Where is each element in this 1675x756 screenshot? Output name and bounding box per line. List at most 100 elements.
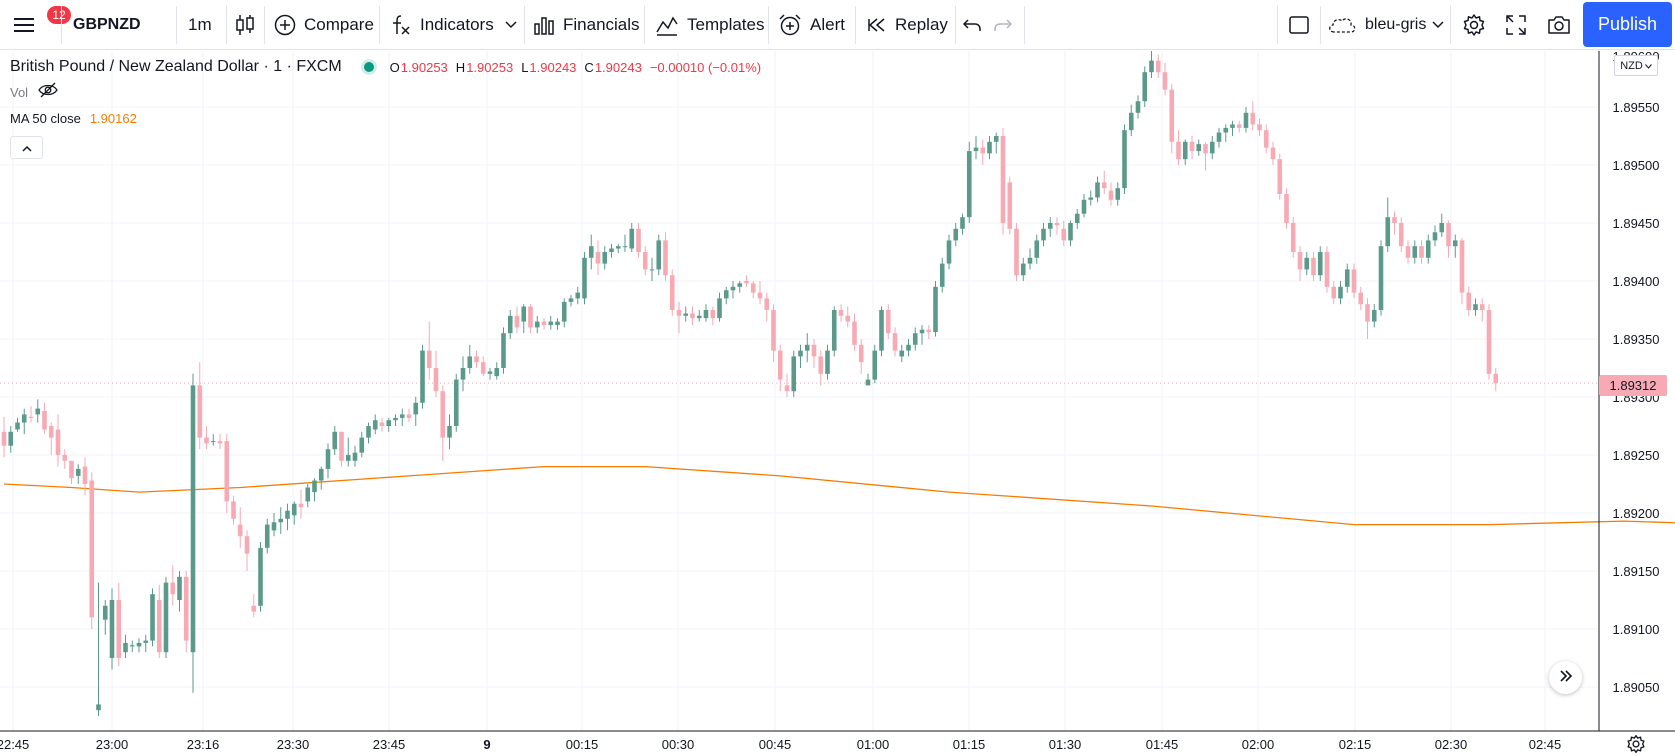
- candle: [35, 399, 41, 423]
- candle: [669, 269, 675, 316]
- layout-name: bleu-gris: [1365, 16, 1427, 33]
- time-scale[interactable]: 22:45 23:00 23:16 23:30 23:45 9 00:15 00:30 00:4…: [0, 737, 1561, 752]
- indicators-dropdown-button[interactable]: [505, 0, 517, 50]
- financials-button[interactable]: Financials: [533, 0, 640, 50]
- candle: [102, 600, 108, 635]
- time-tick-label: 01:45: [1146, 737, 1179, 752]
- candle: [1371, 304, 1377, 328]
- candle-body: [1081, 199, 1087, 214]
- candle: [1196, 139, 1202, 156]
- publish-button[interactable]: Publish: [1583, 2, 1672, 47]
- candle: [865, 373, 871, 386]
- candle: [582, 252, 587, 305]
- legend-ma-row[interactable]: MA 50 close 1.90162: [10, 108, 137, 128]
- undo-button[interactable]: [963, 0, 981, 50]
- candle-body: [960, 217, 965, 229]
- legend-collapse-button[interactable]: [10, 136, 43, 159]
- candle-body: [447, 426, 452, 438]
- market-status-icon[interactable]: [363, 62, 374, 72]
- candle: [494, 362, 500, 380]
- candle: [744, 275, 749, 287]
- redo-button[interactable]: [994, 0, 1012, 50]
- chart-area[interactable]: 1.896001.895501.895001.894501.894001.893…: [0, 51, 1675, 756]
- candle-body: [764, 298, 770, 310]
- templates-icon: [655, 14, 679, 36]
- symbol-search-button[interactable]: GBPNZD: [73, 16, 141, 33]
- candle-body: [534, 321, 540, 328]
- candle: [919, 325, 925, 345]
- candle-body: [649, 269, 655, 271]
- replay-button[interactable]: Replay: [867, 0, 948, 50]
- fullscreen-icon: [1505, 14, 1527, 36]
- interval-button[interactable]: 1m: [188, 15, 212, 34]
- candle: [1284, 188, 1289, 229]
- candle: [818, 350, 824, 386]
- alert-button[interactable]: Alert: [778, 0, 845, 50]
- chart-canvas[interactable]: 1.896001.895501.895001.894501.894001.893…: [0, 51, 1675, 756]
- candle: [1419, 240, 1424, 264]
- candle: [980, 139, 986, 165]
- layout-dropdown-button[interactable]: [1432, 0, 1444, 50]
- candle-body: [474, 356, 479, 363]
- fullscreen-button[interactable]: [1505, 0, 1527, 50]
- candle: [447, 414, 452, 450]
- scroll-to-realtime-button[interactable]: [1549, 661, 1582, 694]
- candle-body: [1236, 124, 1242, 128]
- candle: [143, 634, 149, 653]
- candle-body: [285, 510, 290, 519]
- candle-body: [1277, 159, 1283, 194]
- price-scale[interactable]: 1.896001.895501.895001.894501.894001.893…: [1613, 51, 1660, 695]
- candle: [858, 339, 864, 374]
- candle: [42, 402, 47, 435]
- symbol-title[interactable]: British Pound / New Zealand Dollar · 1 ·…: [10, 58, 342, 75]
- candle-body: [973, 147, 979, 152]
- eye-hidden-icon[interactable]: [38, 82, 58, 103]
- scale-settings-button[interactable]: [1626, 734, 1646, 754]
- chart-type-button[interactable]: [234, 0, 256, 50]
- candle: [636, 223, 641, 258]
- candle-body: [1466, 292, 1472, 310]
- candle: [291, 501, 297, 525]
- candle-body: [663, 240, 668, 276]
- candle: [237, 507, 243, 548]
- layout-select-button[interactable]: [1288, 0, 1310, 50]
- ohlc-close-value: 1.90243: [594, 59, 642, 75]
- candle: [129, 640, 135, 653]
- candle: [21, 408, 27, 435]
- candle: [791, 350, 797, 397]
- templates-button[interactable]: Templates: [655, 0, 764, 50]
- candle-body: [1027, 257, 1033, 264]
- settings-button[interactable]: [1462, 0, 1486, 50]
- candle: [1128, 104, 1134, 136]
- candle: [1365, 298, 1370, 339]
- candle-body: [906, 344, 911, 351]
- candle-body: [393, 417, 398, 421]
- candle: [1068, 220, 1073, 247]
- candle: [82, 457, 88, 496]
- indicators-button[interactable]: Indicators: [390, 0, 494, 50]
- time-tick-label: 23:45: [373, 737, 406, 752]
- candle-body: [858, 344, 864, 363]
- candle-body: [244, 536, 250, 554]
- currency-select[interactable]: NZD: [1614, 55, 1658, 76]
- candle-body: [1007, 182, 1013, 229]
- candle: [393, 414, 398, 426]
- candle-body: [1, 431, 7, 446]
- candle: [622, 234, 628, 252]
- candle: [804, 333, 810, 363]
- toolbar-divider: [1450, 6, 1451, 44]
- candle-body: [190, 385, 196, 653]
- snapshot-button[interactable]: [1547, 0, 1571, 50]
- compare-button[interactable]: Compare: [274, 0, 374, 50]
- candle: [1209, 136, 1215, 160]
- toolbar-divider: [1024, 6, 1025, 44]
- main-menu-button[interactable]: 12: [14, 0, 71, 50]
- save-layout-button[interactable]: bleu-gris: [1327, 0, 1426, 50]
- candle-body: [440, 391, 446, 438]
- candle-body: [143, 640, 149, 643]
- candle: [629, 223, 635, 252]
- legend-volume-row[interactable]: Vol: [10, 82, 58, 102]
- candle: [318, 466, 324, 490]
- chevron-up-icon: [21, 139, 32, 157]
- candle: [1101, 170, 1107, 194]
